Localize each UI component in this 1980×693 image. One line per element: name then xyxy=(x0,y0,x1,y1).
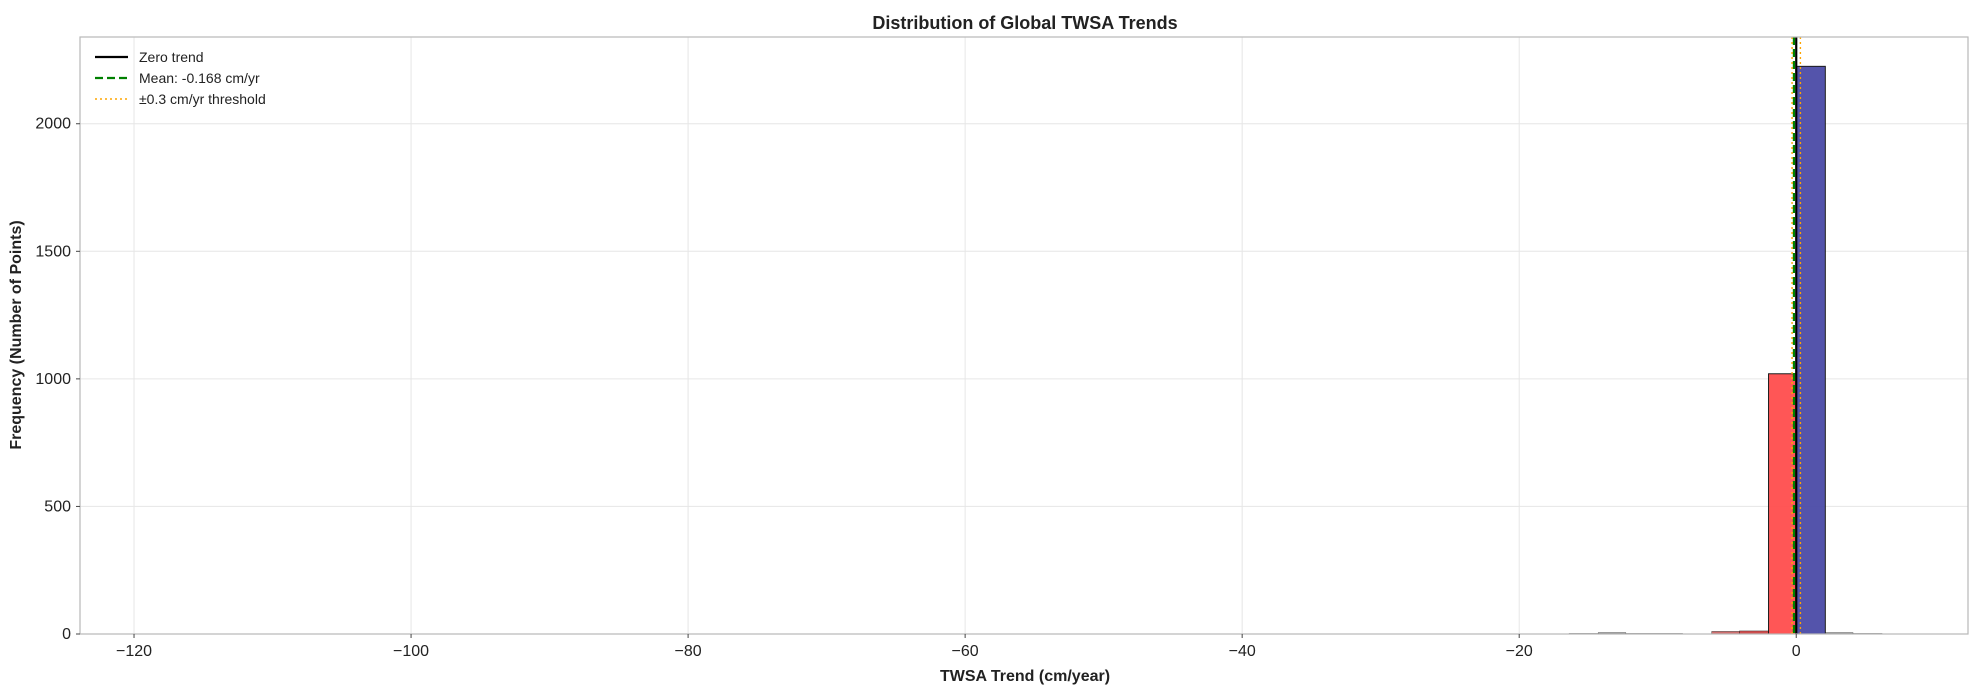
legend-label-1: Mean: -0.168 cm/yr xyxy=(139,70,260,86)
histogram-bars xyxy=(1398,65,1883,635)
histogram-bar-8 xyxy=(1795,65,1826,635)
x-tick-label-3: −60 xyxy=(952,643,979,660)
chart-title: Distribution of Global TWSA Trends xyxy=(872,13,1177,33)
reference-lines xyxy=(1791,37,1802,634)
x-tick-label-4: −40 xyxy=(1229,643,1256,660)
grid-lines xyxy=(80,37,1968,635)
y-tick-label-0: 0 xyxy=(62,626,71,643)
legend-label-0: Zero trend xyxy=(139,49,204,65)
x-tick-label-0: −120 xyxy=(116,643,152,660)
x-tick-label-5: −20 xyxy=(1506,643,1533,660)
x-axis-title: TWSA Trend (cm/year) xyxy=(940,668,1110,685)
x-tick-label-2: −80 xyxy=(675,643,702,660)
y-tick-label-3: 1500 xyxy=(35,243,71,260)
y-tick-label-1: 500 xyxy=(44,498,71,515)
y-tick-label-2: 1000 xyxy=(35,371,71,388)
plot-area-frame xyxy=(79,36,1969,635)
x-tick-label-1: −100 xyxy=(393,643,429,660)
legend-label-2: ±0.3 cm/yr threshold xyxy=(139,91,266,107)
legend: Zero trend Mean: -0.168 cm/yr ±0.3 cm/yr t… xyxy=(95,49,266,107)
y-axis-title: Frequency (Number of Points) xyxy=(8,220,25,449)
x-tick-label-6: 0 xyxy=(1792,643,1801,660)
axis-ticks: −120 −100 −80 −60 −40 −20 0 0 500 1000 1500 2000 xyxy=(35,116,1800,660)
y-tick-label-4: 2000 xyxy=(35,116,71,133)
